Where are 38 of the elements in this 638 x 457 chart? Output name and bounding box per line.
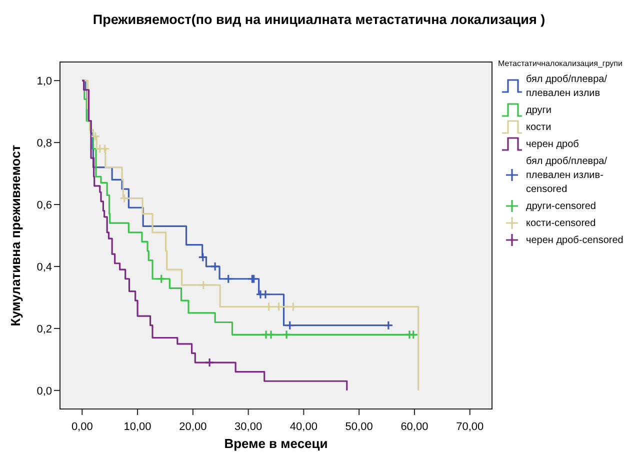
- point: [408, 330, 418, 340]
- x-tick-label: 20,00: [179, 421, 207, 433]
- x-tick-label: 70,00: [456, 421, 484, 433]
- x-tick-label: 50,00: [345, 421, 373, 433]
- point: [90, 132, 100, 142]
- x-tick-label: 40,00: [290, 421, 318, 433]
- point: [282, 330, 292, 340]
- point: [119, 194, 130, 204]
- legend-label: черен дроб-censored: [526, 235, 624, 246]
- point: [210, 262, 220, 272]
- x-tick-label: 30,00: [234, 421, 262, 433]
- point: [260, 290, 270, 300]
- x-tick-label: 60,00: [400, 421, 428, 433]
- y-tick-label: 0,8: [36, 138, 52, 150]
- y-tick-label: 0,2: [36, 323, 52, 336]
- x-tick-label: 0,00: [71, 421, 93, 433]
- legend-label: други: [526, 105, 552, 116]
- x-tick-label: 10,00: [124, 421, 152, 433]
- y-axis-title: Кумулативна преживяемост: [8, 144, 23, 326]
- legend-title: Метастатичналокализация_групи: [498, 59, 622, 68]
- point: [204, 358, 214, 368]
- point: [266, 330, 276, 340]
- y-tick-label: 0,6: [36, 200, 52, 212]
- point: [156, 274, 166, 284]
- point: [198, 280, 208, 290]
- y-tick-label: 1,0: [36, 76, 52, 88]
- point: [224, 274, 234, 284]
- legend-label: кости: [526, 122, 552, 133]
- y-tick-label: 0,0: [36, 385, 52, 398]
- legend-label: черен дроб: [526, 139, 580, 150]
- point: [198, 252, 208, 262]
- point: [285, 320, 295, 330]
- x-axis-title: Време в месеци: [224, 436, 328, 451]
- y-tick-label: 0,4: [36, 261, 52, 274]
- legend-label: кости-censored: [526, 218, 596, 229]
- legend-label: други-censored: [526, 201, 596, 212]
- point: [384, 320, 394, 330]
- chart-title: Преживяемост(по вид на инициалната метастатична локализация ): [92, 12, 546, 27]
